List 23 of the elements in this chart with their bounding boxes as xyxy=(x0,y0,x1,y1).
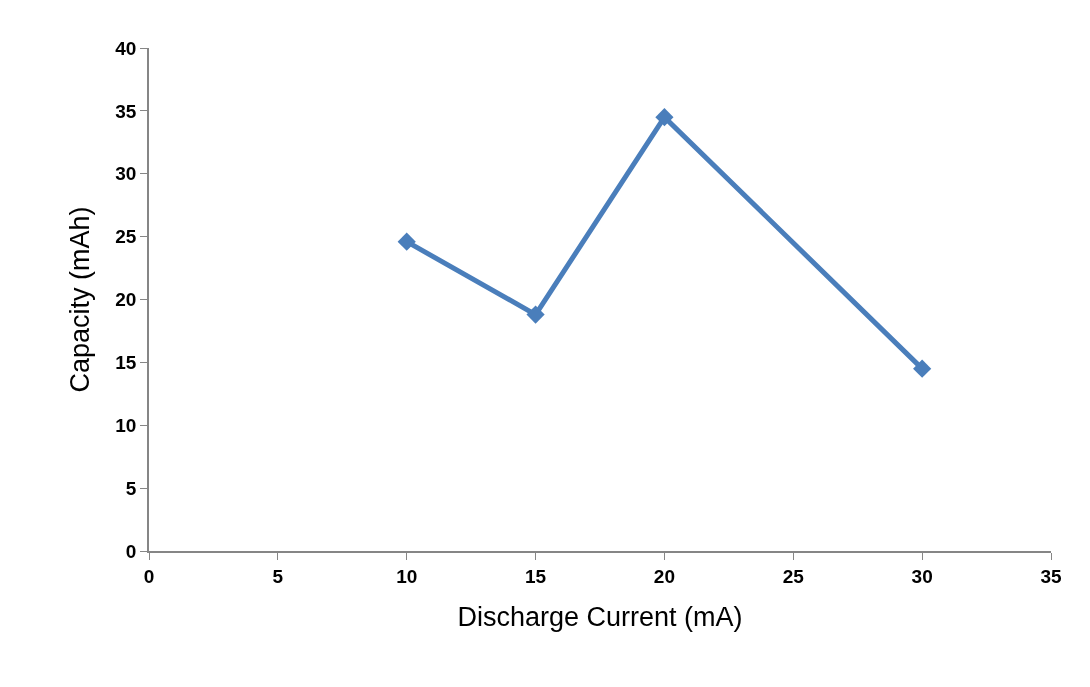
x-tick-label: 20 xyxy=(653,565,675,587)
x-tick-label: 10 xyxy=(396,565,418,587)
y-tick-label: 15 xyxy=(115,352,137,374)
x-tick-label: 15 xyxy=(525,565,547,587)
x-tick-label: 5 xyxy=(272,565,284,587)
y-tick-label: 25 xyxy=(115,226,137,248)
point xyxy=(655,108,674,127)
y-tick-label: 35 xyxy=(115,100,137,122)
y-tick-label: 30 xyxy=(115,163,137,185)
y-axis-title: Capacity (mAh) xyxy=(64,206,95,393)
y-tick-label: 10 xyxy=(115,414,137,436)
point xyxy=(526,305,545,324)
x-tick-label: 30 xyxy=(911,565,933,587)
y-tick-label: 40 xyxy=(115,37,137,59)
x-tick-label: 25 xyxy=(782,565,805,587)
y-tick-label: 20 xyxy=(115,289,137,311)
point xyxy=(397,232,416,251)
y-tick-label: 0 xyxy=(125,540,137,562)
x-tick-label: 35 xyxy=(1040,565,1062,587)
x-axis-title: Discharge Current (mA) xyxy=(457,602,743,633)
point xyxy=(913,359,932,378)
x-tick-label: 0 xyxy=(143,565,155,587)
y-tick-label: 5 xyxy=(125,477,137,499)
